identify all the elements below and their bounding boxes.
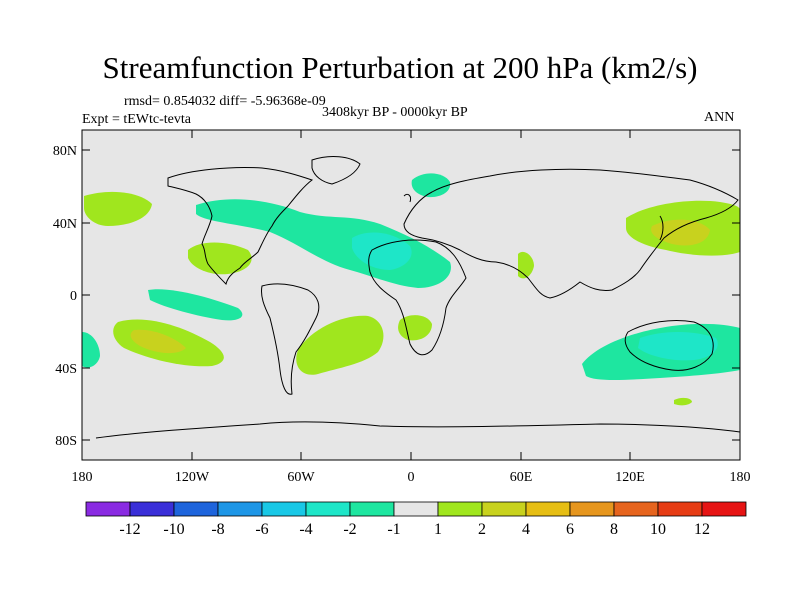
coast-australia bbox=[624, 319, 714, 371]
colorbar-box bbox=[393, 501, 439, 517]
colorbar-box bbox=[437, 501, 483, 517]
colorbar-box bbox=[657, 501, 703, 517]
colorbar-box bbox=[349, 501, 395, 517]
stats-text: rmsd= 0.854032 diff= -5.96368e-09 bbox=[124, 94, 326, 109]
coast-eurasia bbox=[403, 168, 739, 299]
colorbar-box bbox=[85, 501, 131, 517]
coast-japan bbox=[659, 215, 664, 241]
colorbar-box bbox=[173, 501, 219, 517]
colorbar-box bbox=[261, 501, 307, 517]
lon-label: 60E bbox=[510, 470, 533, 485]
colorbar-label: -4 bbox=[299, 521, 312, 538]
coast-uk bbox=[403, 193, 411, 203]
colorbar-box bbox=[305, 501, 351, 517]
fill-australia-core bbox=[638, 332, 718, 361]
lat-label: 0 bbox=[70, 289, 77, 304]
fill-east-pacific-positive bbox=[188, 242, 252, 275]
season-label: ANN bbox=[704, 110, 735, 125]
colorbar-label: 1 bbox=[434, 521, 442, 538]
fill-central-south-atlantic-positive bbox=[398, 315, 432, 341]
coast-north-america bbox=[167, 167, 314, 285]
colorbar-box bbox=[129, 501, 175, 517]
lon-labels: 180 120W 60W 0 60E 120E 180 bbox=[72, 470, 751, 485]
colorbar-box bbox=[217, 501, 263, 517]
coast-south-america bbox=[261, 283, 320, 395]
colorbar-label: -1 bbox=[387, 521, 400, 538]
colorbar-label: 2 bbox=[478, 521, 486, 538]
fill-north-pacific-positive bbox=[84, 191, 152, 226]
coastlines bbox=[95, 156, 741, 439]
colorbar-label: 8 bbox=[610, 521, 618, 538]
coast-antarctica bbox=[95, 421, 741, 439]
coast-africa bbox=[368, 239, 467, 356]
colorbar: -12 -10 -8 -6 -4 -2 -1 1 2 4 6 8 10 12 bbox=[85, 501, 747, 538]
fill-southern-ocean-positive bbox=[674, 397, 692, 406]
fill-tropical-pacific-negative bbox=[148, 289, 243, 321]
axis-ticks bbox=[82, 130, 740, 460]
lat-label: 40S bbox=[55, 362, 77, 377]
fill-south-atlantic-positive bbox=[296, 315, 384, 375]
map-title: Streamfunction Perturbation at 200 hPa (… bbox=[102, 50, 698, 85]
fill-dateline-negative bbox=[82, 332, 100, 368]
colorbar-box bbox=[481, 501, 527, 517]
fill-west-pacific-core bbox=[651, 219, 710, 246]
lon-label: 60W bbox=[287, 470, 315, 485]
lon-label: 180 bbox=[72, 470, 93, 485]
lat-label: 80N bbox=[53, 144, 77, 159]
colorbar-label: -10 bbox=[163, 521, 184, 538]
lat-label: 40N bbox=[53, 217, 77, 232]
colorbar-label: -2 bbox=[343, 521, 356, 538]
colorbar-label: -6 bbox=[255, 521, 268, 538]
period-label: 3408kyr BP - 0000kyr BP bbox=[322, 105, 468, 120]
colorbar-box bbox=[701, 501, 747, 517]
lat-label: 80S bbox=[55, 434, 77, 449]
colorbar-box bbox=[613, 501, 659, 517]
colorbar-label: 10 bbox=[650, 521, 666, 538]
perturbation-fills bbox=[82, 173, 740, 406]
lat-labels: 80N 40N 0 40S 80S bbox=[53, 144, 77, 449]
lon-label: 120E bbox=[615, 470, 645, 485]
fill-europe-negative bbox=[411, 173, 451, 198]
coast-greenland bbox=[311, 156, 361, 185]
experiment-label: Expt = tEWtc-tevta bbox=[82, 112, 191, 127]
lon-label: 0 bbox=[408, 470, 415, 485]
colorbar-label: -8 bbox=[211, 521, 224, 538]
colorbar-label: 12 bbox=[694, 521, 710, 538]
colorbar-label: 6 bbox=[566, 521, 574, 538]
colorbar-box bbox=[525, 501, 571, 517]
fill-south-pacific-core bbox=[130, 329, 186, 354]
lon-label: 180 bbox=[730, 470, 751, 485]
colorbar-label: -12 bbox=[119, 521, 140, 538]
colorbar-box bbox=[569, 501, 615, 517]
fill-arabia-positive bbox=[518, 251, 534, 279]
lon-label: 120W bbox=[175, 470, 210, 485]
colorbar-label: 4 bbox=[522, 521, 530, 538]
